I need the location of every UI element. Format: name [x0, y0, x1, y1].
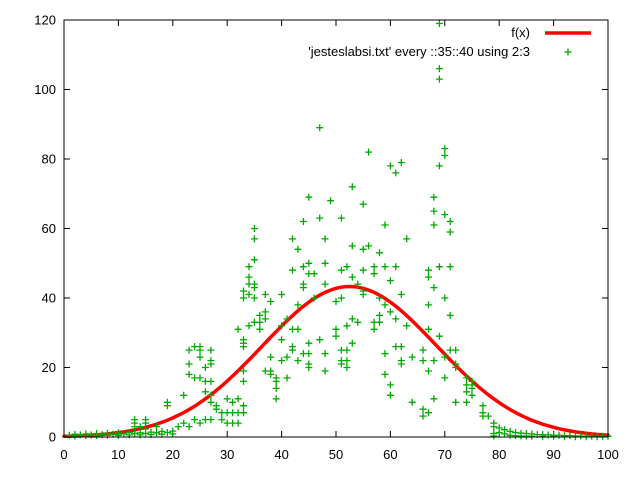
- y-tick-label: 40: [42, 291, 56, 306]
- x-tick-label: 40: [274, 447, 288, 462]
- x-tick-label: 70: [438, 447, 452, 462]
- x-tick-label: 20: [166, 447, 180, 462]
- x-tick-label: 10: [111, 447, 125, 462]
- x-tick-label: 50: [329, 447, 343, 462]
- x-tick-label: 90: [546, 447, 560, 462]
- y-tick-label: 100: [34, 82, 56, 97]
- legend-fx-label: f(x): [511, 25, 530, 40]
- plot-border: [63, 19, 609, 438]
- x-tick-label: 60: [383, 447, 397, 462]
- x-tick-label: 0: [60, 447, 67, 462]
- x-tick-label: 80: [492, 447, 506, 462]
- x-tick-label: 30: [220, 447, 234, 462]
- y-tick-label: 60: [42, 221, 56, 236]
- y-tick-label: 120: [34, 13, 56, 28]
- fx-curve: [62, 284, 610, 439]
- y-tick-label: 80: [42, 152, 56, 167]
- legend-data-label: 'jesteslabsi.txt' every ::35::40 using 2…: [308, 44, 530, 59]
- scatter-points: [65, 20, 612, 441]
- y-tick-label: 0: [49, 430, 56, 445]
- y-tick-label: 20: [42, 360, 56, 375]
- x-tick-label: 100: [597, 447, 619, 462]
- legend-point-sample: [564, 48, 572, 56]
